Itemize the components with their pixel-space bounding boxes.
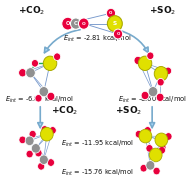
Text: O: O <box>116 32 120 36</box>
Text: $\it{E}_{int}$ = -15.76 kcal/mol: $\it{E}_{int}$ = -15.76 kcal/mol <box>61 168 133 178</box>
Text: +CO$_2$: +CO$_2$ <box>18 4 45 17</box>
Text: +CO$_2$: +CO$_2$ <box>51 104 79 117</box>
Circle shape <box>41 127 53 141</box>
Text: S: S <box>113 21 117 26</box>
Circle shape <box>134 56 142 65</box>
Circle shape <box>154 67 168 81</box>
Text: +SO$_2$: +SO$_2$ <box>149 4 176 17</box>
Circle shape <box>49 127 56 134</box>
Circle shape <box>62 17 74 30</box>
Circle shape <box>39 87 49 97</box>
Text: $\it{E}_{int}$ = -2.81 kcal/mol: $\it{E}_{int}$ = -2.81 kcal/mol <box>63 34 132 44</box>
Circle shape <box>156 93 164 101</box>
Circle shape <box>29 130 36 138</box>
Circle shape <box>54 53 61 60</box>
Text: +SO$_2$: +SO$_2$ <box>115 104 143 117</box>
Circle shape <box>141 91 149 100</box>
Circle shape <box>35 94 42 102</box>
Circle shape <box>107 16 122 32</box>
Circle shape <box>79 18 89 29</box>
Text: $\it{E}_{int}$ = -6.85 kcal/mol: $\it{E}_{int}$ = -6.85 kcal/mol <box>5 95 74 105</box>
Text: O: O <box>66 21 70 26</box>
Circle shape <box>106 8 116 18</box>
Circle shape <box>47 92 55 101</box>
Circle shape <box>35 149 42 157</box>
Circle shape <box>139 129 152 143</box>
Circle shape <box>155 133 168 147</box>
Circle shape <box>43 56 57 70</box>
Circle shape <box>38 163 45 170</box>
Circle shape <box>146 161 155 170</box>
Circle shape <box>157 78 164 86</box>
Circle shape <box>31 60 38 67</box>
Circle shape <box>41 126 48 133</box>
Circle shape <box>165 67 172 75</box>
Circle shape <box>148 87 158 97</box>
Circle shape <box>19 69 26 77</box>
Text: O: O <box>82 22 86 26</box>
Circle shape <box>159 144 166 151</box>
Circle shape <box>165 133 172 140</box>
Circle shape <box>138 56 152 70</box>
Circle shape <box>39 155 48 164</box>
Circle shape <box>153 167 160 175</box>
Circle shape <box>158 146 166 154</box>
Circle shape <box>135 130 142 138</box>
Circle shape <box>113 29 123 39</box>
Circle shape <box>47 159 55 166</box>
Circle shape <box>149 148 162 162</box>
Circle shape <box>19 136 26 144</box>
Circle shape <box>144 127 151 134</box>
Circle shape <box>26 150 33 158</box>
Circle shape <box>25 136 34 146</box>
Text: $\it{E}_{int}$ = -8.60 kcal/mol: $\it{E}_{int}$ = -8.60 kcal/mol <box>118 95 187 105</box>
Text: O: O <box>109 11 113 15</box>
Circle shape <box>146 145 153 152</box>
Circle shape <box>147 52 154 60</box>
Text: C: C <box>74 21 78 26</box>
Circle shape <box>140 164 147 172</box>
Circle shape <box>31 144 40 153</box>
Circle shape <box>26 68 35 78</box>
Text: $\it{E}_{int}$ = -11.95 kcal/mol: $\it{E}_{int}$ = -11.95 kcal/mol <box>60 139 134 149</box>
Circle shape <box>70 18 81 29</box>
